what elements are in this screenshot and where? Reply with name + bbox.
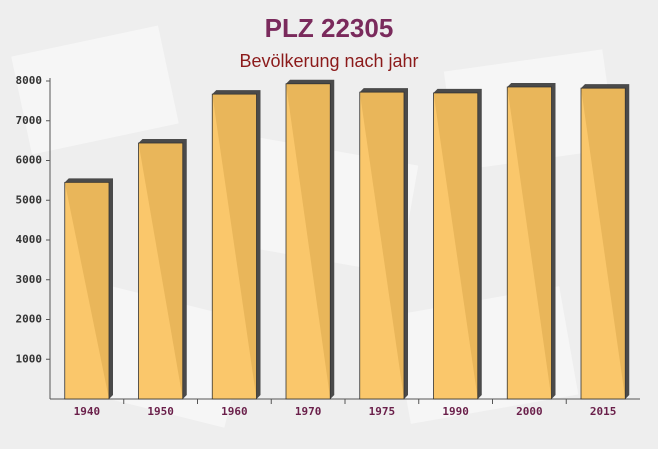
y-tick-label: 6000 bbox=[16, 154, 43, 167]
y-tick-label: 2000 bbox=[16, 313, 43, 326]
bar bbox=[580, 87, 626, 400]
bar bbox=[285, 83, 331, 400]
x-tick-label: 1940 bbox=[74, 405, 101, 418]
x-tick-label: 1950 bbox=[147, 405, 174, 418]
bar bbox=[211, 93, 257, 400]
x-tick-label: 2000 bbox=[516, 405, 543, 418]
x-tick-label: 1990 bbox=[442, 405, 469, 418]
y-tick-label: 1000 bbox=[16, 352, 43, 365]
bar bbox=[138, 142, 184, 400]
bar bbox=[64, 181, 110, 400]
y-tick-label: 4000 bbox=[16, 233, 43, 246]
bar bbox=[506, 86, 552, 400]
chart-title: PLZ 22305 bbox=[265, 13, 394, 43]
y-tick-label: 3000 bbox=[16, 273, 43, 286]
bar bbox=[433, 92, 479, 400]
y-tick-label: 7000 bbox=[16, 114, 43, 127]
y-tick-label: 8000 bbox=[16, 74, 43, 87]
x-tick-label: 1975 bbox=[369, 405, 396, 418]
y-tick-label: 5000 bbox=[16, 193, 43, 206]
x-tick-label: 1970 bbox=[295, 405, 322, 418]
bar bbox=[359, 91, 405, 400]
chart-subtitle: Bevölkerung nach jahr bbox=[239, 51, 418, 71]
x-tick-label: 1960 bbox=[221, 405, 248, 418]
x-tick-label: 2015 bbox=[590, 405, 617, 418]
